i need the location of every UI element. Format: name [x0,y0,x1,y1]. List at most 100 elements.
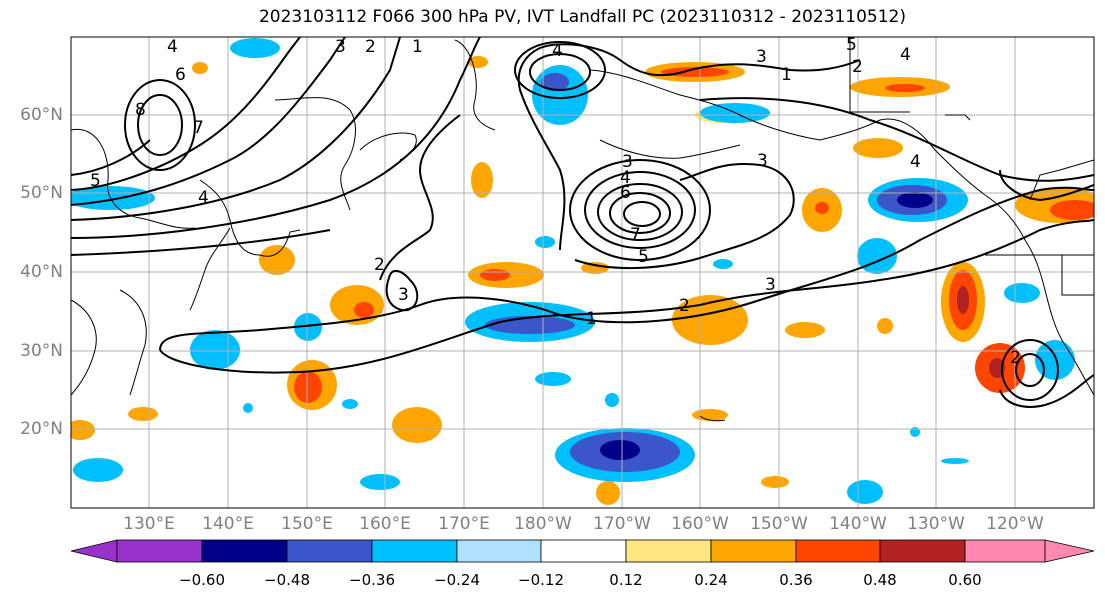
negative-anomaly [485,316,575,334]
colorbar-bin [456,539,542,563]
colorbar-extend-low [70,539,118,563]
negative-anomaly [230,38,280,58]
contour-label: 7 [193,118,204,138]
colorbar-bin [710,539,797,563]
contour-label: 7 [630,225,641,245]
colorbar-tick: 0.24 [694,571,728,589]
negative-anomaly [600,440,640,460]
positive-anomaly [672,295,748,345]
lat-label: 60°N [20,105,63,125]
lon-label: 120°W [986,514,1044,534]
positive-anomaly [661,67,729,77]
negative-anomaly [605,393,619,407]
negative-anomaly [1004,283,1040,303]
lon-label: 130°E [123,514,175,534]
negative-anomaly [190,330,240,370]
colorbar-tick: −0.36 [349,571,395,589]
positive-anomaly [71,420,95,440]
negative-anomaly [897,192,933,208]
positive-anomaly [581,262,609,274]
positive-anomaly [815,202,829,214]
colorbar-tick: 0.48 [863,571,897,589]
contour-label: 2 [852,57,863,77]
positive-anomaly [1050,200,1094,220]
colorbar-bin [371,539,458,563]
contour-label: 2 [1010,348,1021,368]
contour-label: 1 [412,37,423,57]
contour-label: 3 [765,275,776,295]
contour-label: 3 [335,37,346,57]
negative-anomaly [541,73,569,91]
negative-anomaly [243,403,253,413]
contour-label: 2 [365,37,376,57]
positive-anomaly [853,138,903,158]
contour-label: 4 [900,45,911,65]
negative-anomaly [71,186,155,210]
negative-anomaly [535,372,571,386]
colorbar-tick: 0.36 [779,571,813,589]
positive-anomaly [692,409,728,421]
lat-label: 30°N [20,341,63,361]
contour-label: 5 [90,171,101,191]
contour-labels: 4 6 8 7 5 4 3 2 1 4 3 3 2 1 5 4 2 4 3 4 … [90,35,1021,368]
negative-anomaly [941,458,969,464]
colorbar-tick: −0.60 [179,571,225,589]
colorbar-bin [286,539,373,563]
positive-anomaly [259,245,295,275]
positive-anomaly [761,476,789,488]
contour-label: 4 [910,152,921,172]
positive-anomaly [392,407,442,443]
contour-label: 4 [167,37,178,57]
negative-anomaly [535,236,555,248]
pv-anomaly-shading [71,38,1094,505]
colorbar-tick: 0.60 [948,571,982,589]
positive-anomaly [989,358,1005,378]
positive-anomaly [785,322,825,338]
negative-anomaly [847,480,883,504]
positive-anomaly [480,269,510,281]
lon-label: 140°W [829,514,887,534]
positive-anomaly [885,84,925,92]
lat-label: 40°N [20,262,63,282]
lat-label: 20°N [20,419,63,439]
contour-label: 5 [638,247,649,267]
pv-contours [71,37,1094,408]
colorbar-tick: 0.12 [609,571,643,589]
contour-label: 5 [846,35,857,55]
positive-anomaly [957,286,969,314]
colorbar-bin [116,539,203,563]
contour-label: 3 [757,151,768,171]
contour-label: 2 [374,255,385,275]
colorbar-extend-high [1044,539,1095,563]
negative-anomaly [713,259,733,269]
contour-label: 6 [175,65,186,85]
contour-label: 8 [135,100,146,120]
colorbar-bin [964,539,1046,563]
contour-label: 3 [398,285,409,305]
positive-anomaly [354,302,374,318]
contour-label: 2 [679,296,690,316]
contour-label: 4 [552,41,563,61]
positive-anomaly [128,407,158,421]
positive-anomaly [192,62,208,74]
contour-label: 3 [756,47,767,67]
colorbar-bin [201,539,288,563]
lon-label: 160°E [359,514,411,534]
lon-label: 150°E [281,514,333,534]
negative-anomaly [360,474,400,490]
colorbar-bin [540,539,627,563]
lon-label: 180°W [514,514,572,534]
negative-anomaly [294,313,322,341]
contour-label: 4 [198,188,209,208]
colorbar-bin [879,539,966,563]
lat-label: 50°N [20,183,63,203]
lon-label: 130°W [907,514,965,534]
lon-label: 160°W [671,514,729,534]
negative-anomaly [73,458,123,482]
colorbar-bin [625,539,712,563]
map-frame [70,36,1095,509]
lon-label: 170°E [438,514,490,534]
positive-anomaly [294,371,322,403]
contour-label: 3 [622,152,633,172]
